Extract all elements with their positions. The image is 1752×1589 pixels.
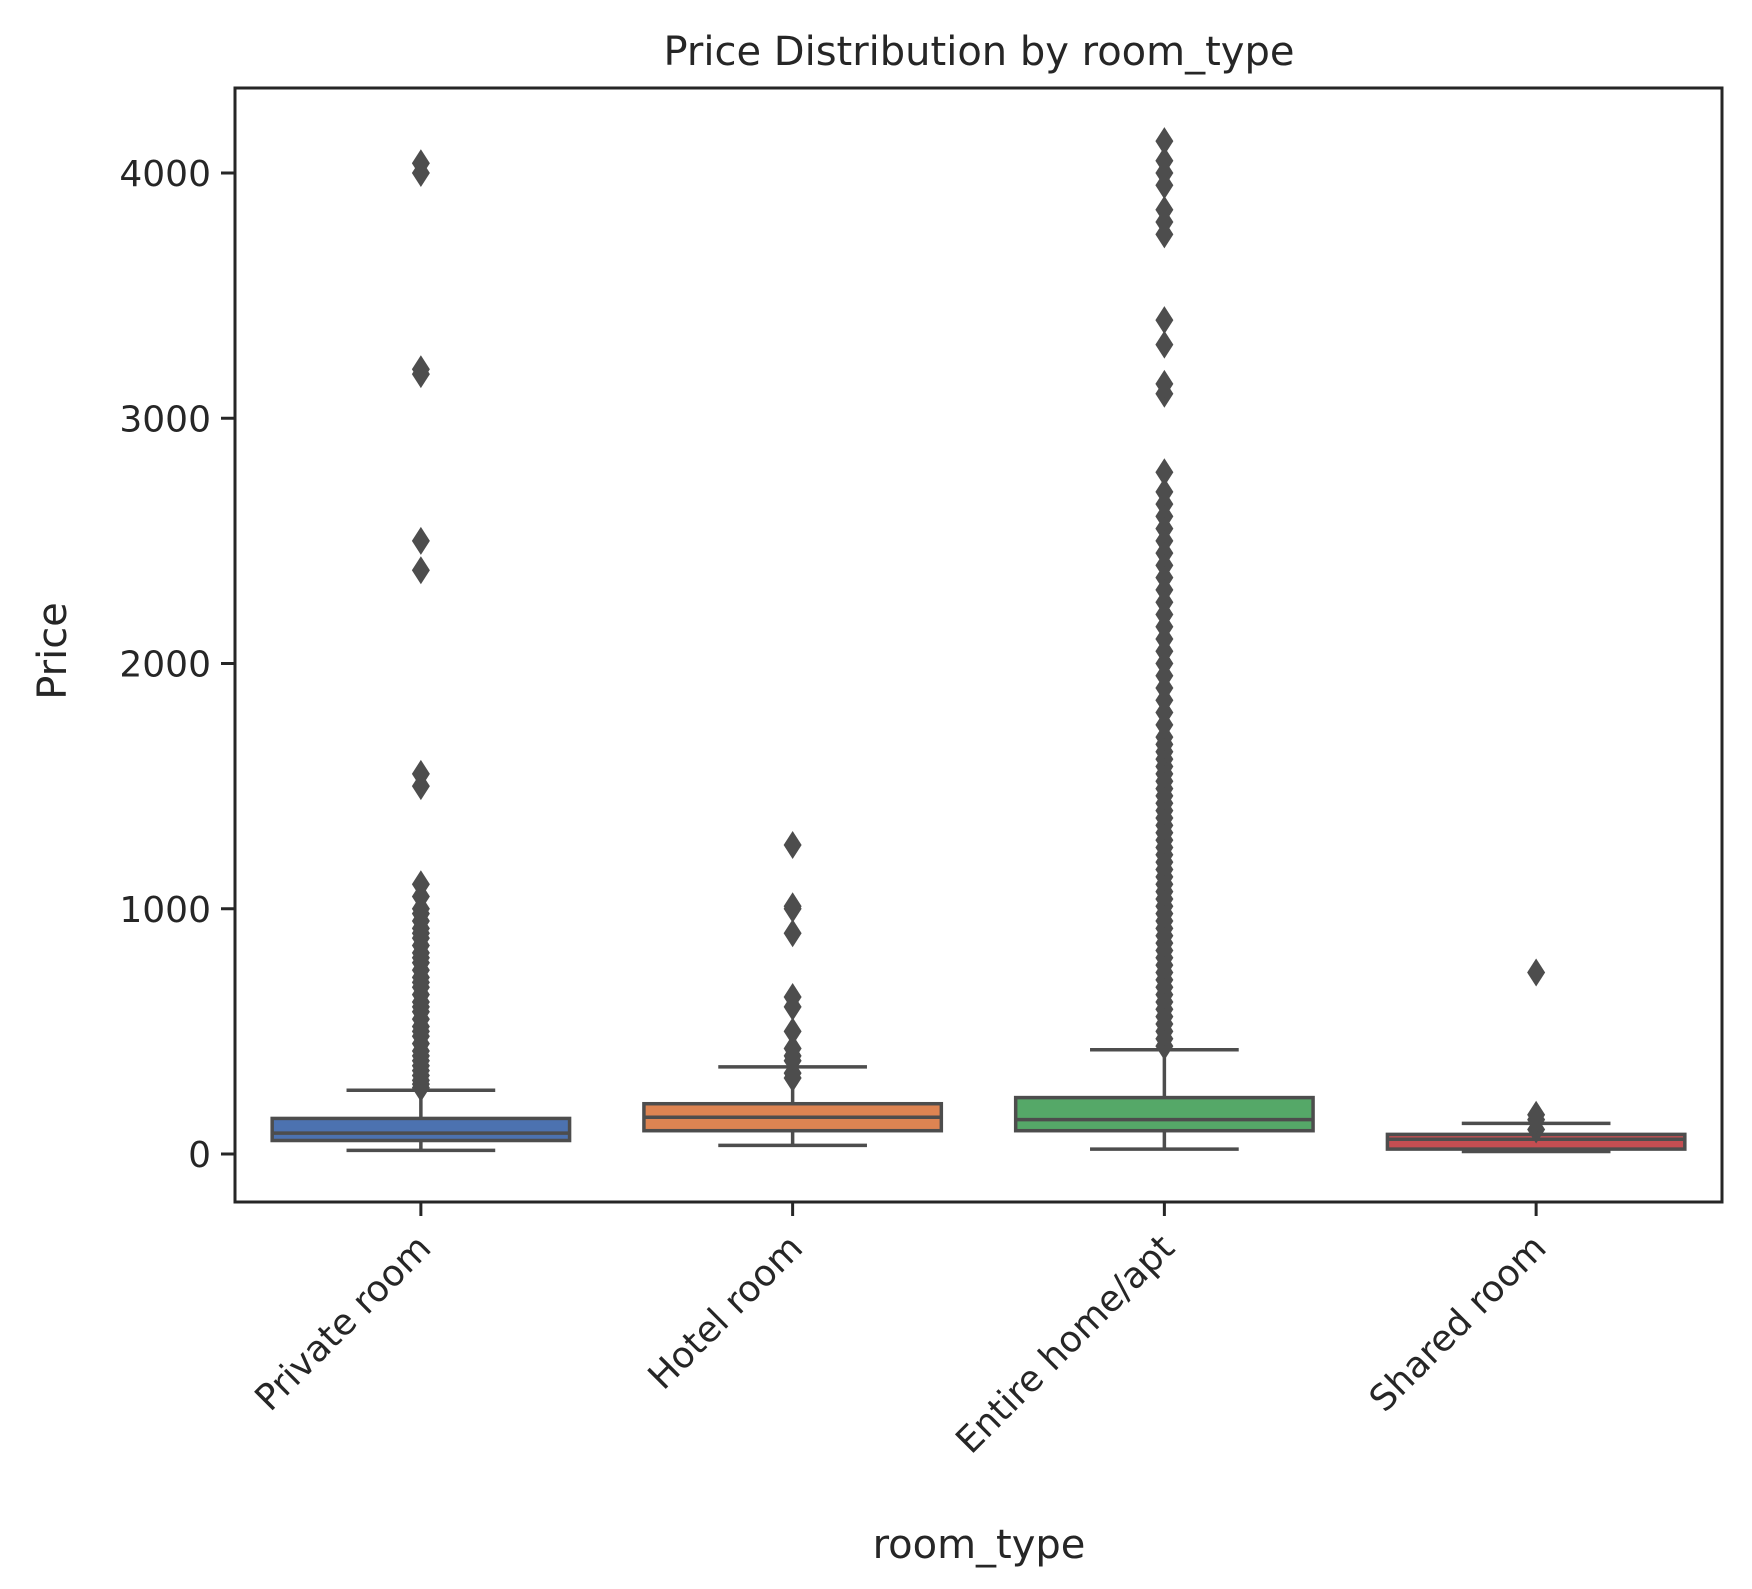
outlier-point: [1155, 458, 1174, 487]
outlier-point: [1527, 958, 1546, 987]
outlier-point: [1155, 306, 1174, 335]
outlier-point: [783, 983, 802, 1012]
iqr-box: [1013, 1095, 1315, 1133]
y-tick-label: 1000: [119, 890, 211, 931]
outlier-point: [411, 149, 430, 178]
outlier-point: [783, 892, 802, 921]
box-hotel-room: [642, 1065, 944, 1148]
outlier-point: [783, 1034, 802, 1063]
y-tick-label: 2000: [119, 645, 211, 686]
outlier-point: [1155, 195, 1174, 224]
outlier-point: [1527, 1100, 1546, 1129]
boxes-layer: [270, 1048, 1687, 1154]
outlier-point: [1155, 369, 1174, 398]
outlier-point: [411, 870, 430, 899]
outliers-layer: [411, 127, 1546, 1144]
box-private-room: [270, 1088, 572, 1153]
y-axis-label: Price: [30, 602, 76, 700]
y-tick-label: 0: [188, 1135, 211, 1176]
outlier-point: [1155, 146, 1174, 175]
x-axis-label: room_type: [873, 1522, 1086, 1568]
plot-frame: [233, 86, 1724, 1204]
outlier-point: [1155, 477, 1174, 506]
y-tick-label: 4000: [119, 154, 211, 195]
outlier-point: [783, 919, 802, 948]
outlier-point: [1155, 330, 1174, 359]
outlier-point: [411, 355, 430, 384]
y-axis: 0 1000 2000 3000 4000: [119, 154, 235, 1176]
outlier-point: [783, 1017, 802, 1046]
chart-title: Price Distribution by room_type: [664, 29, 1295, 75]
box-entire-home-apt: [1013, 1048, 1315, 1151]
outlier-point: [1155, 127, 1174, 156]
y-tick-label: 3000: [119, 399, 211, 440]
outlier-point: [411, 556, 430, 585]
outlier-point: [411, 759, 430, 788]
iqr-box: [270, 1116, 572, 1143]
outlier-point: [783, 830, 802, 859]
outlier-point: [411, 526, 430, 555]
